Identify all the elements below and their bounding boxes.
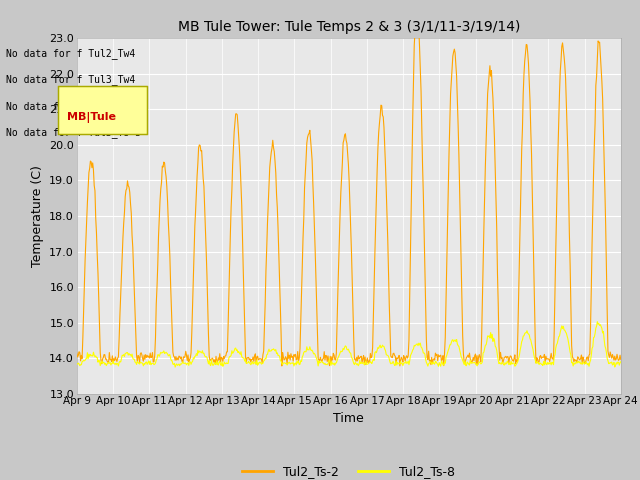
Legend: Tul2_Ts-2, Tul2_Ts-8: Tul2_Ts-2, Tul2_Ts-8 bbox=[237, 460, 460, 480]
Title: MB Tule Tower: Tule Temps 2 & 3 (3/1/11-3/19/14): MB Tule Tower: Tule Temps 2 & 3 (3/1/11-… bbox=[178, 21, 520, 35]
Text: MB|Tule: MB|Tule bbox=[67, 112, 116, 123]
Text: No data for f Tul3_Tw4: No data for f Tul3_Tw4 bbox=[6, 74, 136, 85]
Y-axis label: Temperature (C): Temperature (C) bbox=[31, 165, 44, 267]
X-axis label: Time: Time bbox=[333, 412, 364, 425]
Text: No data for f Tul3_Ts-5: No data for f Tul3_Ts-5 bbox=[6, 127, 141, 138]
Text: No data for f Tul2_Tw4: No data for f Tul2_Tw4 bbox=[6, 48, 136, 59]
Text: No data for f Tul3_Ts2: No data for f Tul3_Ts2 bbox=[6, 101, 136, 112]
